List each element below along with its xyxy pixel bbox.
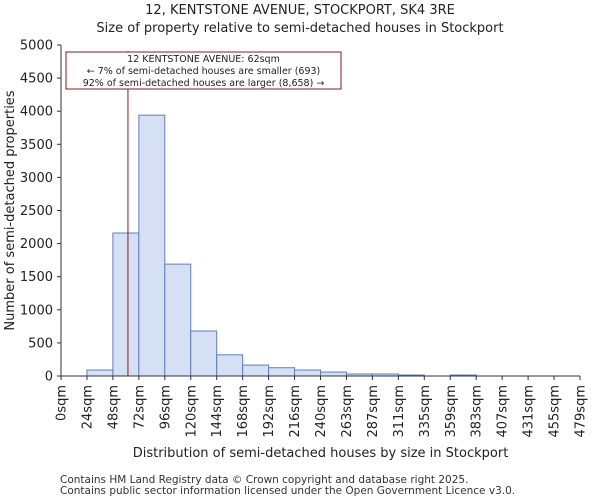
y-tick-label-2000: 2000	[20, 237, 53, 252]
chart-subtitle: Size of property relative to semi-detach…	[96, 21, 504, 36]
footer-line-2: Contains public sector information licen…	[60, 485, 516, 497]
x-tick-label-48sqm: 48sqm	[106, 385, 121, 429]
x-tick-label-263sqm: 263sqm	[340, 385, 355, 438]
y-tick-label-4500: 4500	[20, 72, 53, 87]
annotation-line-3: 92% of semi-detached houses are larger (…	[83, 78, 325, 89]
footer-line-1: Contains HM Land Registry data © Crown c…	[60, 474, 469, 486]
y-tick-label-2500: 2500	[20, 204, 53, 219]
bars-group	[86, 114, 477, 377]
bar-216sqm	[294, 369, 321, 377]
chart-title: 12, KENTSTONE AVENUE, STOCKPORT, SK4 3RE	[145, 3, 455, 18]
y-tick-label-3500: 3500	[20, 138, 53, 153]
x-tick-label-455sqm: 455sqm	[548, 385, 563, 438]
x-tick-label-240sqm: 240sqm	[314, 385, 329, 438]
x-tick-label-120sqm: 120sqm	[184, 385, 199, 438]
x-tick-label-72sqm: 72sqm	[132, 385, 147, 429]
annotation-line-1: 12 KENTSTONE AVENUE: 62sqm	[127, 54, 280, 65]
x-tick-label-359sqm: 359sqm	[444, 385, 459, 438]
x-tick-label-407sqm: 407sqm	[496, 385, 511, 438]
x-tick-label-335sqm: 335sqm	[418, 385, 433, 438]
x-tick-label-0sqm: 0sqm	[55, 385, 70, 421]
bar-72sqm	[138, 114, 166, 377]
bar-48sqm	[112, 232, 140, 377]
x-tick-label-287sqm: 287sqm	[366, 385, 381, 438]
bar-120sqm	[190, 330, 218, 377]
bar-144sqm	[216, 354, 244, 377]
x-tick-label-192sqm: 192sqm	[262, 385, 277, 438]
annotation-line-2: ← 7% of semi-detached houses are smaller…	[87, 66, 321, 77]
x-tick-label-311sqm: 311sqm	[392, 385, 407, 438]
bar-240sqm	[320, 371, 347, 377]
y-tick-label-0: 0	[45, 370, 53, 385]
y-tick-label-4000: 4000	[20, 105, 53, 120]
axes-group: 0 500 1000 1500 2000 2500 3000 3500 4000 4500 5000…	[20, 39, 589, 438]
y-tick-label-1500: 1500	[20, 270, 53, 285]
y-tick-label-500: 500	[28, 336, 53, 351]
y-tick-label-5000: 5000	[20, 39, 53, 54]
x-tick-label-383sqm: 383sqm	[470, 385, 485, 438]
bar-96sqm	[164, 263, 192, 377]
bar-192sqm	[268, 367, 296, 377]
annotation-box	[65, 51, 342, 90]
x-tick-label-144sqm: 144sqm	[210, 385, 225, 438]
x-tick-label-168sqm: 168sqm	[236, 385, 251, 438]
x-tick-label-24sqm: 24sqm	[80, 385, 95, 429]
y-tick-label-1000: 1000	[20, 303, 53, 318]
x-tick-label-431sqm: 431sqm	[522, 385, 537, 438]
x-tick-label-96sqm: 96sqm	[158, 385, 173, 429]
x-tick-label-216sqm: 216sqm	[288, 385, 303, 438]
y-axis-label: Number of semi-detached properties	[3, 90, 18, 330]
bar-24sqm	[86, 369, 114, 377]
y-tick-label-3000: 3000	[20, 171, 53, 186]
x-axis-label: Distribution of semi-detached houses by …	[133, 446, 509, 461]
x-tick-label-479sqm: 479sqm	[574, 385, 589, 438]
bar-168sqm	[242, 364, 270, 377]
